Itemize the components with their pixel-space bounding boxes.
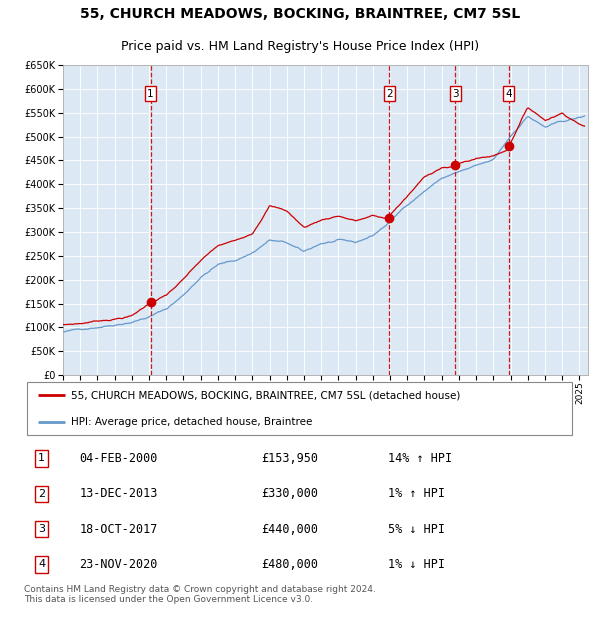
Text: 1% ↓ HPI: 1% ↓ HPI	[388, 558, 445, 571]
Text: 2: 2	[386, 89, 392, 99]
Text: 4: 4	[506, 89, 512, 99]
Text: £440,000: £440,000	[262, 523, 319, 536]
Text: HPI: Average price, detached house, Braintree: HPI: Average price, detached house, Brai…	[71, 417, 312, 427]
Text: £330,000: £330,000	[262, 487, 319, 500]
Text: 18-OCT-2017: 18-OCT-2017	[79, 523, 158, 536]
Text: £153,950: £153,950	[262, 452, 319, 465]
Text: Contains HM Land Registry data © Crown copyright and database right 2024.
This d: Contains HM Land Registry data © Crown c…	[24, 585, 376, 604]
Text: 2: 2	[38, 489, 45, 498]
Text: 14% ↑ HPI: 14% ↑ HPI	[388, 452, 452, 465]
Text: 1% ↑ HPI: 1% ↑ HPI	[388, 487, 445, 500]
Text: 3: 3	[452, 89, 459, 99]
Text: 4: 4	[38, 559, 45, 569]
Text: 3: 3	[38, 524, 45, 534]
FancyBboxPatch shape	[27, 382, 572, 435]
Text: 55, CHURCH MEADOWS, BOCKING, BRAINTREE, CM7 5SL: 55, CHURCH MEADOWS, BOCKING, BRAINTREE, …	[80, 7, 520, 21]
Text: 23-NOV-2020: 23-NOV-2020	[79, 558, 158, 571]
Text: 55, CHURCH MEADOWS, BOCKING, BRAINTREE, CM7 5SL (detached house): 55, CHURCH MEADOWS, BOCKING, BRAINTREE, …	[71, 391, 460, 401]
Text: £480,000: £480,000	[262, 558, 319, 571]
Text: Price paid vs. HM Land Registry's House Price Index (HPI): Price paid vs. HM Land Registry's House …	[121, 40, 479, 53]
Text: 1: 1	[38, 453, 45, 463]
Text: 1: 1	[148, 89, 154, 99]
Text: 13-DEC-2013: 13-DEC-2013	[79, 487, 158, 500]
Text: 5% ↓ HPI: 5% ↓ HPI	[388, 523, 445, 536]
Text: 04-FEB-2000: 04-FEB-2000	[79, 452, 158, 465]
